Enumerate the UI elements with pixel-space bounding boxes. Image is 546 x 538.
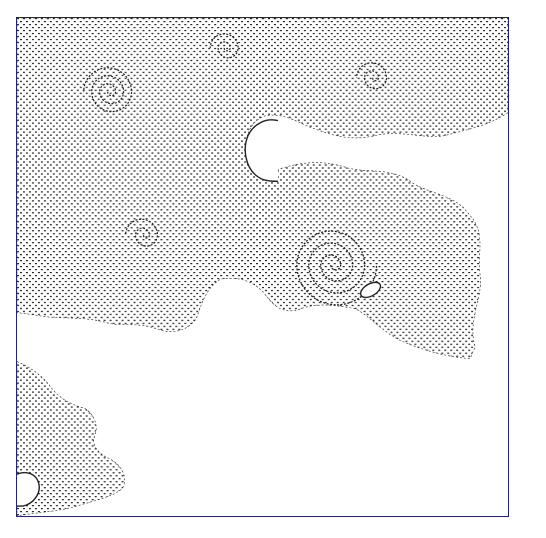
fractal-region-bottom-left bbox=[17, 361, 125, 516]
fractal-region-top bbox=[17, 18, 508, 359]
bulb-outline-small bbox=[359, 281, 382, 299]
spiral-middle-right bbox=[296, 230, 378, 306]
image-canvas bbox=[16, 17, 509, 517]
fractal-drawing bbox=[17, 18, 508, 516]
bulb-outline-bottom-left bbox=[17, 471, 40, 507]
spiral-top-right bbox=[356, 62, 388, 90]
bulb-outline-center bbox=[244, 119, 279, 183]
